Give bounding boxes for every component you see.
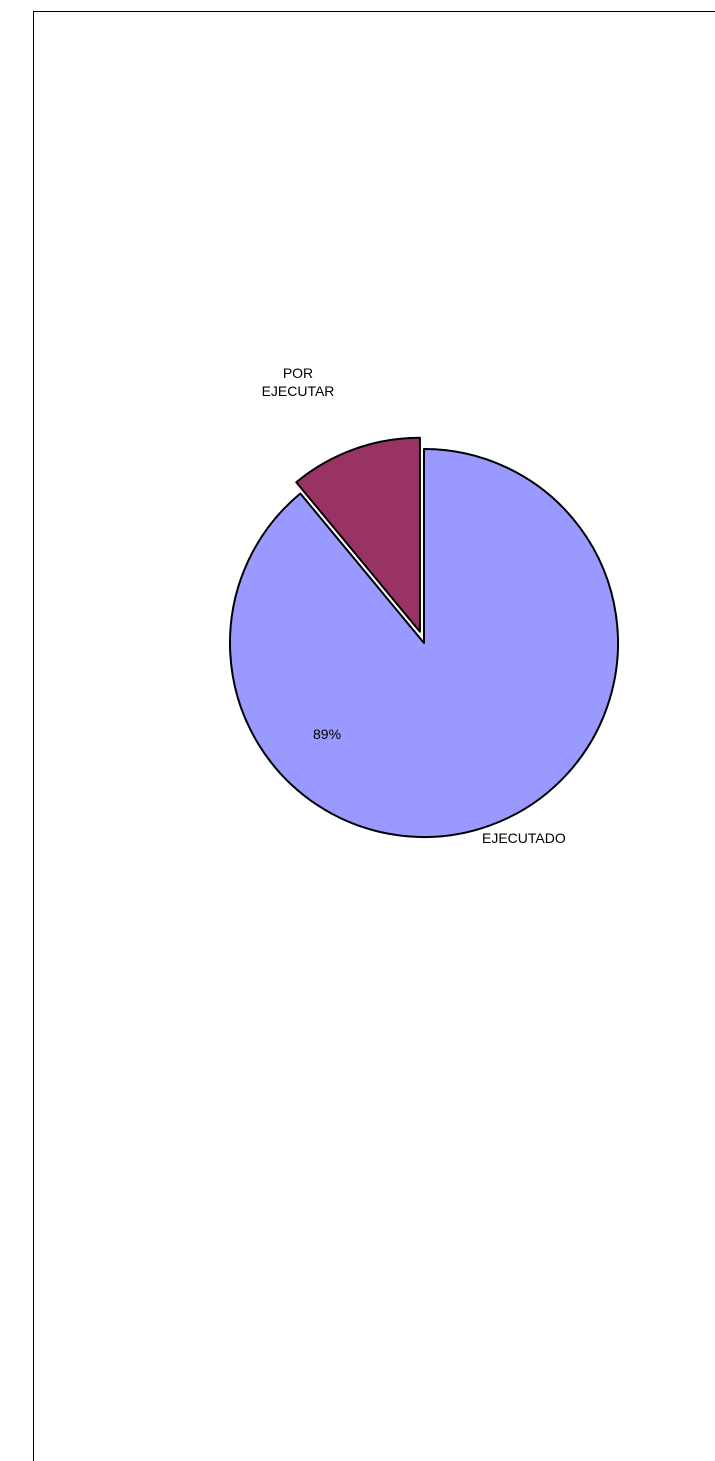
slice-label-por-ejecutar-line1: POR — [283, 365, 313, 381]
slice-label-por-ejecutar-line2: EJECUTAR — [262, 383, 335, 399]
pie-slice-por-ejecutar — [295, 436, 421, 633]
chart-frame — [33, 11, 715, 1461]
slice-percent-ejecutado: 89% — [313, 726, 341, 742]
pie-slices — [229, 436, 619, 838]
slice-label-ejecutado: EJECUTADO — [482, 830, 566, 846]
pie-slice-ejecutado — [229, 448, 619, 838]
pie-labels: POR EJECUTAR EJECUTADO 89% — [262, 365, 566, 846]
